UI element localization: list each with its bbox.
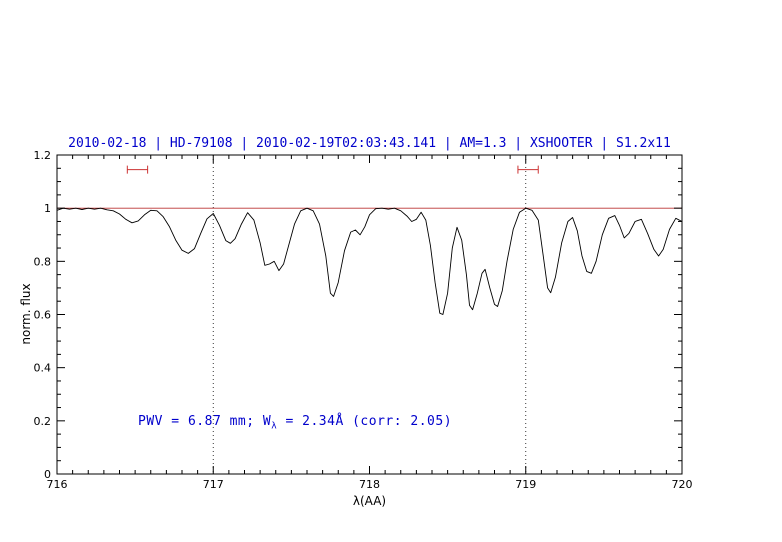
lambda-subscript: λ [271,421,278,432]
spectrum-line [56,207,683,315]
y-tick-label: 1 [44,202,51,215]
x-tick-label: 719 [515,478,536,491]
y-tick-label: 0.8 [34,255,52,268]
x-tick-label: 718 [359,478,380,491]
x-tick-label: 717 [203,478,224,491]
x-tick-label: 720 [672,478,693,491]
y-tick-label: 0 [44,468,51,481]
pwv-text: PWV = 6.87 mm; W [138,414,272,429]
x-tick-label: 716 [47,478,68,491]
y-tick-label: 0.4 [34,362,52,375]
plot-title: 2010-02-18 | HD-79108 | 2010-02-19T02:03… [68,136,671,151]
y-tick-label: 0.2 [34,415,52,428]
y-tick-label: 1.2 [34,149,52,162]
x-axis-label: λ(AA) [352,494,387,508]
pwv-annotation: PWV = 6.87 mm; Wλ = 2.34Å (corr: 2.05) [138,414,452,432]
ew-text: = 2.34Å (corr: 2.05) [277,414,453,429]
y-tick-label: 0.6 [34,309,52,322]
